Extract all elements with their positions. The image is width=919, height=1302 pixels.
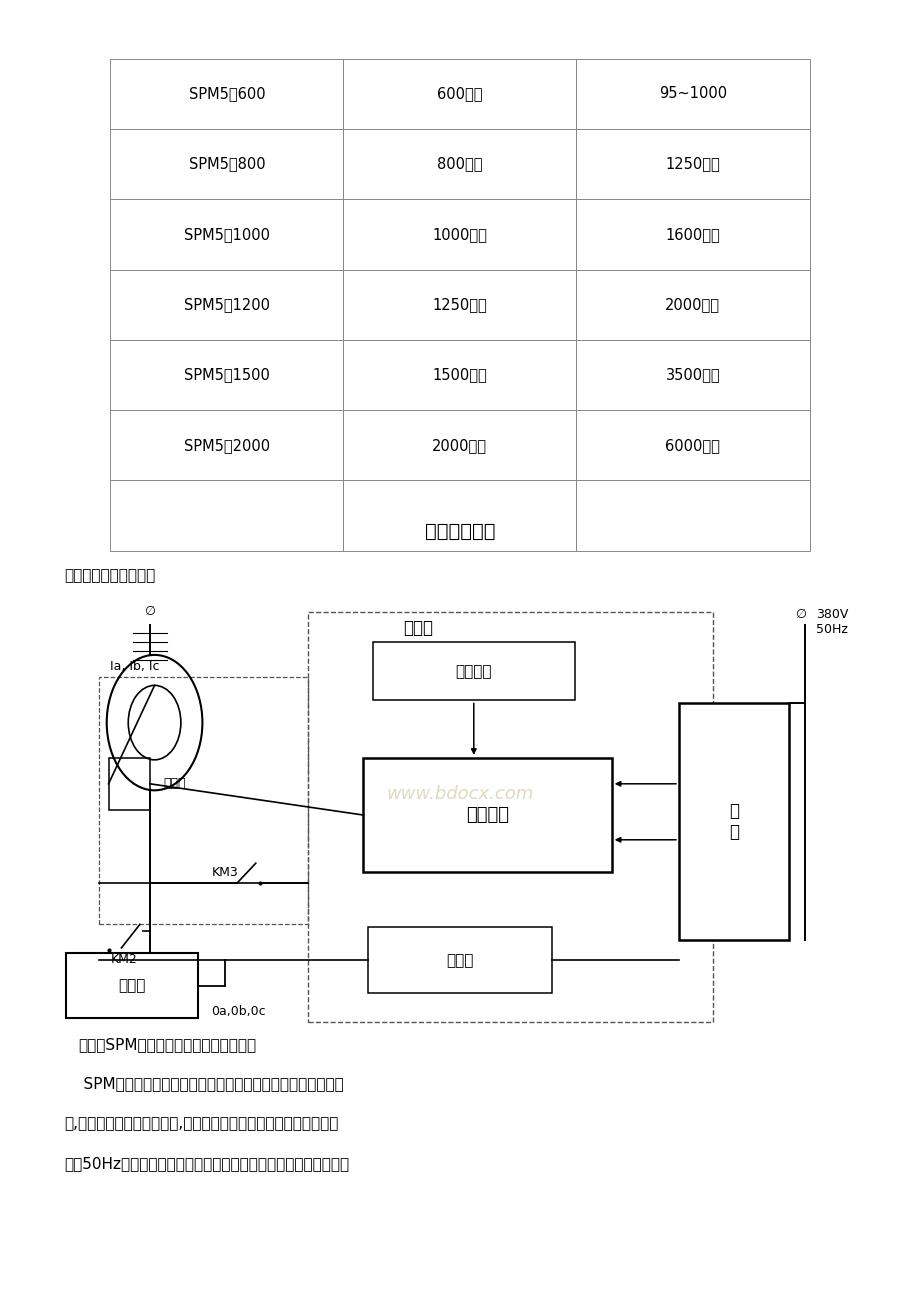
Text: 本装置的接线如图１：: 本装置的接线如图１： (64, 568, 155, 583)
Text: 3500以下: 3500以下 (664, 367, 720, 383)
Bar (575, 129, 809, 199)
Text: 2000以下: 2000以下 (664, 297, 720, 312)
Text: 电
源: 电 源 (729, 802, 738, 841)
Bar (110, 199, 343, 270)
Bar (678, 703, 789, 940)
Bar (575, 270, 809, 340)
Bar (110, 129, 343, 199)
Text: ∅: ∅ (144, 605, 155, 618)
Text: 1500以下: 1500以下 (432, 367, 486, 383)
Bar (110, 340, 343, 410)
Bar (575, 480, 809, 551)
Bar (343, 59, 575, 129)
Text: 1250以下: 1250以下 (664, 156, 720, 172)
Text: SPM5－600: SPM5－600 (188, 86, 265, 102)
Bar (343, 480, 575, 551)
Bar (368, 927, 551, 993)
Text: 三、工作原理: 三、工作原理 (425, 522, 494, 540)
Text: 800以下: 800以下 (437, 156, 482, 172)
Text: SPM5－1500: SPM5－1500 (184, 367, 269, 383)
Text: 变频器: 变频器 (446, 953, 473, 967)
Bar (343, 340, 575, 410)
Text: KM2: KM2 (110, 953, 137, 966)
Text: 600以下: 600以下 (437, 86, 482, 102)
Text: 图１：SPM系列智能化静止进相机接线图: 图１：SPM系列智能化静止进相机接线图 (78, 1036, 256, 1052)
Bar (110, 59, 343, 129)
Text: 380V
50Hz: 380V 50Hz (815, 608, 847, 637)
Bar (343, 199, 575, 270)
Bar (372, 642, 574, 700)
Bar (110, 480, 343, 551)
Text: SPM5－1000: SPM5－1000 (184, 227, 269, 242)
Text: 6000以下: 6000以下 (664, 437, 720, 453)
Bar (110, 410, 343, 480)
Text: 互感器: 互感器 (164, 777, 186, 790)
Bar (66, 953, 198, 1018)
Text: 器抂50Hz的交流市电转变成与异步电动机的转子电流频率相同的电: 器抂50Hz的交流市电转变成与异步电动机的转子电流频率相同的电 (64, 1156, 349, 1172)
Bar (343, 410, 575, 480)
Text: SPM5－2000: SPM5－2000 (184, 437, 269, 453)
Bar (99, 677, 308, 924)
Text: 2000以下: 2000以下 (432, 437, 487, 453)
Text: 0a,0b,0c: 0a,0b,0c (211, 1005, 266, 1018)
Text: 起动器: 起动器 (119, 978, 145, 993)
Text: SPM5－800: SPM5－800 (188, 156, 265, 172)
Text: 1600以下: 1600以下 (664, 227, 720, 242)
Bar (575, 410, 809, 480)
Bar (575, 340, 809, 410)
Bar (363, 758, 611, 872)
Text: www.bdocx.com: www.bdocx.com (386, 785, 533, 803)
Text: 化,经过控制器的智能化处理,能自动跟踪电机转速的变化，控制变频: 化,经过控制器的智能化处理,能自动跟踪电机转速的变化，控制变频 (64, 1116, 338, 1131)
Text: 1000以下: 1000以下 (432, 227, 486, 242)
Bar (308, 612, 712, 1022)
Text: ∅: ∅ (794, 608, 805, 621)
Text: 控制中心: 控制中心 (466, 806, 508, 824)
Text: KM3: KM3 (211, 866, 238, 879)
Bar (108, 758, 150, 810)
Text: Ia, Ib, Ic: Ia, Ib, Ic (110, 660, 160, 673)
Text: SPM5－1200: SPM5－1200 (184, 297, 269, 312)
Bar (575, 199, 809, 270)
Bar (575, 59, 809, 129)
Text: 操作面板: 操作面板 (455, 664, 492, 678)
Text: 进相机: 进相机 (403, 618, 433, 637)
Text: 1250以下: 1250以下 (432, 297, 486, 312)
Bar (110, 270, 343, 340)
Bar (343, 270, 575, 340)
Text: SPM系列型智能化静止进相机通过检测电机转子回路电流的变: SPM系列型智能化静止进相机通过检测电机转子回路电流的变 (64, 1075, 344, 1091)
Bar (343, 129, 575, 199)
Text: 95~1000: 95~1000 (658, 86, 726, 102)
